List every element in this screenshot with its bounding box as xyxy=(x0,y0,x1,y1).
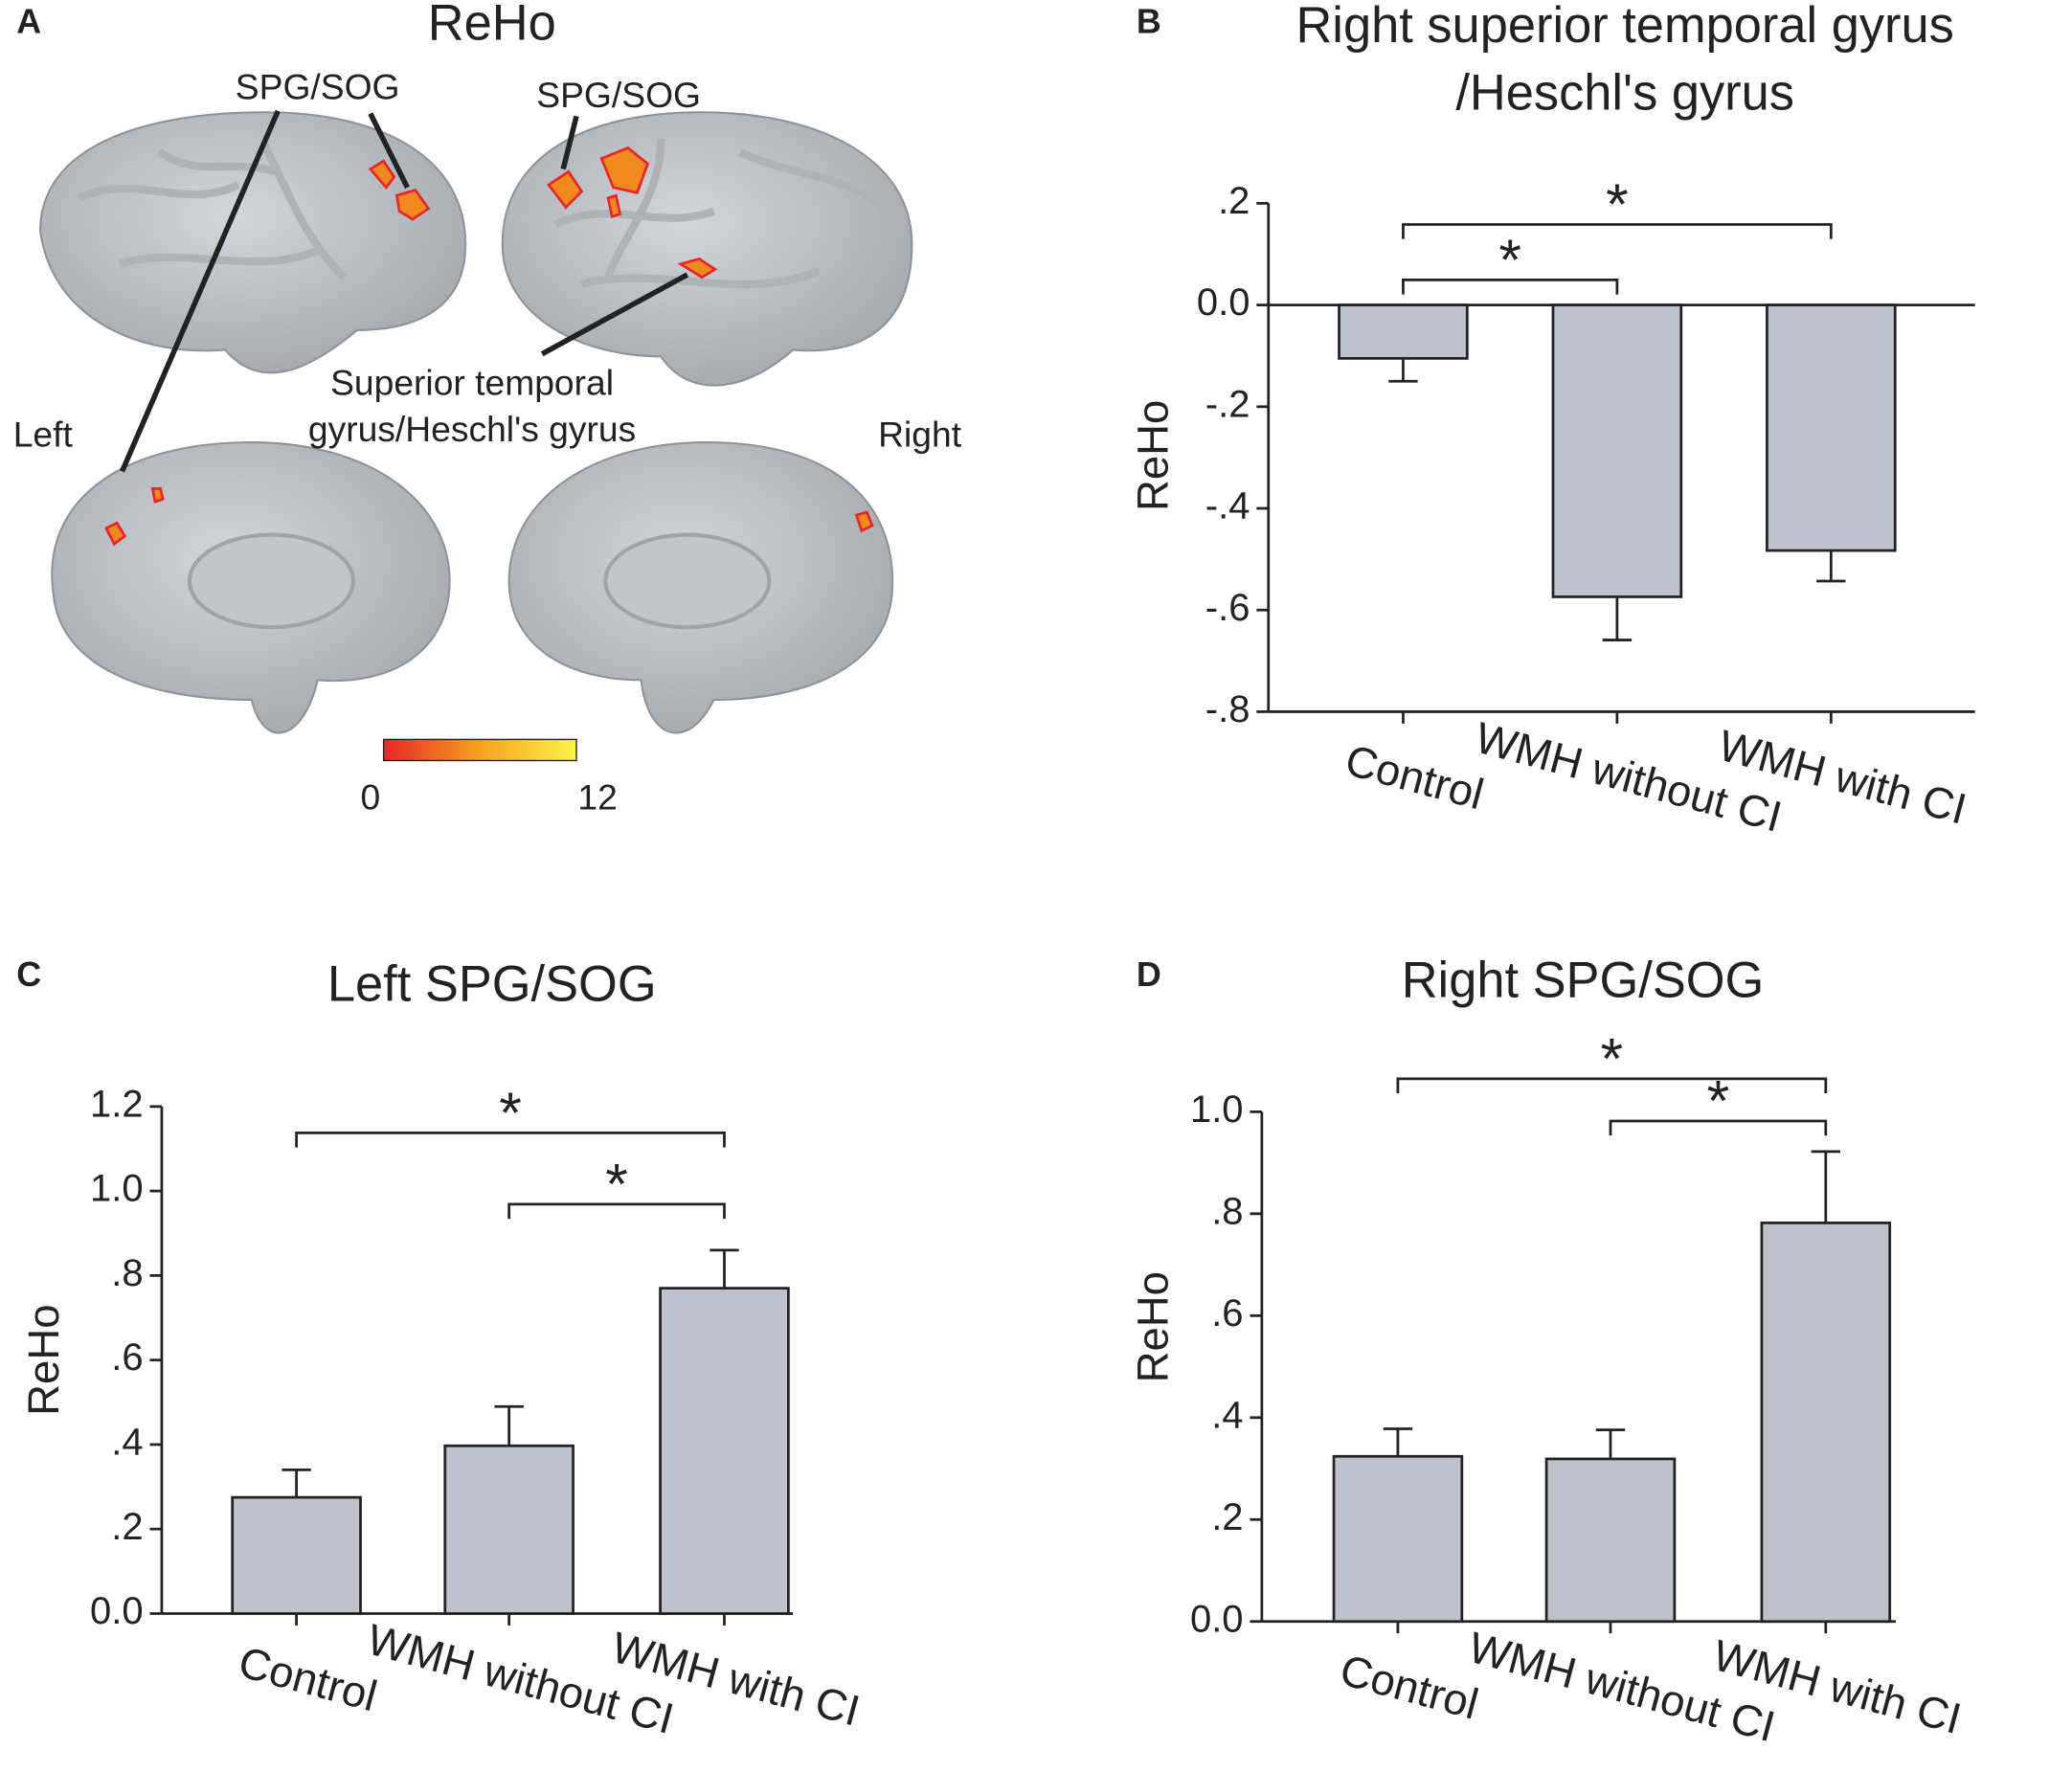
y-tick-label: .4 xyxy=(111,1421,143,1463)
bar-chart: D Right SPG/SOGReHo0.0.2.4.6.81.0ControlW… xyxy=(1129,953,1967,1751)
bar-chart: B Right superior temporal gyrus/Heschl's … xyxy=(1129,0,1975,841)
x-tick-label: Control xyxy=(1335,1646,1483,1729)
chart-title: /Heschl's gyrus xyxy=(1455,66,1794,122)
panel-label: C xyxy=(16,955,41,994)
colorbar-max: 12 xyxy=(577,777,617,818)
y-tick-label: 1.0 xyxy=(90,1168,144,1210)
y-tick-label: .4 xyxy=(1211,1394,1243,1436)
bar xyxy=(1760,1222,1892,1624)
bar xyxy=(231,1495,362,1615)
bar xyxy=(1332,1454,1464,1624)
y-tick-label: 0.0 xyxy=(1197,281,1250,324)
significance-bracket xyxy=(1396,1077,1828,1094)
bar xyxy=(1338,303,1469,360)
significance-bracket xyxy=(1402,279,1619,295)
significance-bracket xyxy=(507,1202,726,1220)
bar xyxy=(443,1444,574,1615)
significance-bracket xyxy=(1609,1119,1828,1136)
side-label: Left xyxy=(13,414,74,454)
y-tick-label: .2 xyxy=(1218,180,1250,222)
significance-label: * xyxy=(605,1151,628,1216)
panel-title: ReHo xyxy=(428,0,556,51)
y-tick-label: .8 xyxy=(111,1252,143,1294)
significance-label: * xyxy=(1606,171,1629,236)
y-tick-label: .6 xyxy=(1211,1292,1243,1335)
y-tick-label: 0.0 xyxy=(1190,1598,1244,1640)
bar xyxy=(659,1287,790,1615)
y-tick-label: -.2 xyxy=(1205,383,1250,425)
brain-panel: A ReHo SPG/SOG SPG/SOG Superior temporal… xyxy=(13,0,962,818)
y-tick-label: 0.0 xyxy=(90,1590,144,1632)
x-tick-label: Control xyxy=(1340,735,1489,819)
chart-title: Right SPG/SOG xyxy=(1402,953,1765,1008)
colorbar-min: 0 xyxy=(360,777,380,818)
colorbar xyxy=(382,738,577,762)
side-label: Right xyxy=(878,414,962,454)
brain-left-medial xyxy=(51,441,451,734)
significance-label: * xyxy=(499,1080,522,1145)
panel-label: B xyxy=(1137,2,1161,40)
bar xyxy=(1551,303,1683,598)
significance-bracket xyxy=(295,1132,726,1148)
region-label: gyrus/Heschl's gyrus xyxy=(308,409,636,449)
panel-label: A xyxy=(16,2,41,40)
y-tick-label: .2 xyxy=(1211,1496,1243,1538)
y-tick-label: -.6 xyxy=(1205,587,1250,629)
significance-label: * xyxy=(1707,1067,1730,1133)
significance-bracket xyxy=(1402,223,1833,239)
panel-label: D xyxy=(1137,955,1161,994)
significance-label: * xyxy=(1601,1025,1624,1090)
y-tick-label: -.8 xyxy=(1205,688,1250,730)
brain-right-medial xyxy=(507,441,894,734)
y-axis-label: ReHo xyxy=(19,1304,68,1415)
y-axis-label: ReHo xyxy=(1129,1271,1178,1382)
y-tick-label: -.4 xyxy=(1205,485,1250,527)
significance-label: * xyxy=(1498,227,1521,292)
bar xyxy=(1766,303,1897,552)
region-label: Superior temporal xyxy=(330,363,614,403)
y-tick-label: .6 xyxy=(111,1336,143,1379)
region-label: SPG/SOG xyxy=(536,75,701,115)
y-tick-label: 1.2 xyxy=(90,1083,144,1125)
x-tick-label: Control xyxy=(234,1637,382,1720)
pointer-lines xyxy=(120,109,689,473)
y-tick-label: .2 xyxy=(111,1506,143,1548)
chart-title: Left SPG/SOG xyxy=(327,957,657,1013)
y-tick-label: .8 xyxy=(1211,1190,1243,1232)
y-axis-label: ReHo xyxy=(1129,400,1178,511)
chart-title: Right superior temporal gyrus xyxy=(1295,0,1953,54)
region-label: SPG/SOG xyxy=(236,67,400,107)
bar-chart: C Left SPG/SOG ReHo 0.0 .2 .4 .6 .8 1.0 1.2 Contro… xyxy=(16,955,865,1743)
brain-left-lateral xyxy=(38,111,467,374)
y-tick-label: 1.0 xyxy=(1190,1088,1244,1131)
bar xyxy=(1544,1457,1677,1624)
